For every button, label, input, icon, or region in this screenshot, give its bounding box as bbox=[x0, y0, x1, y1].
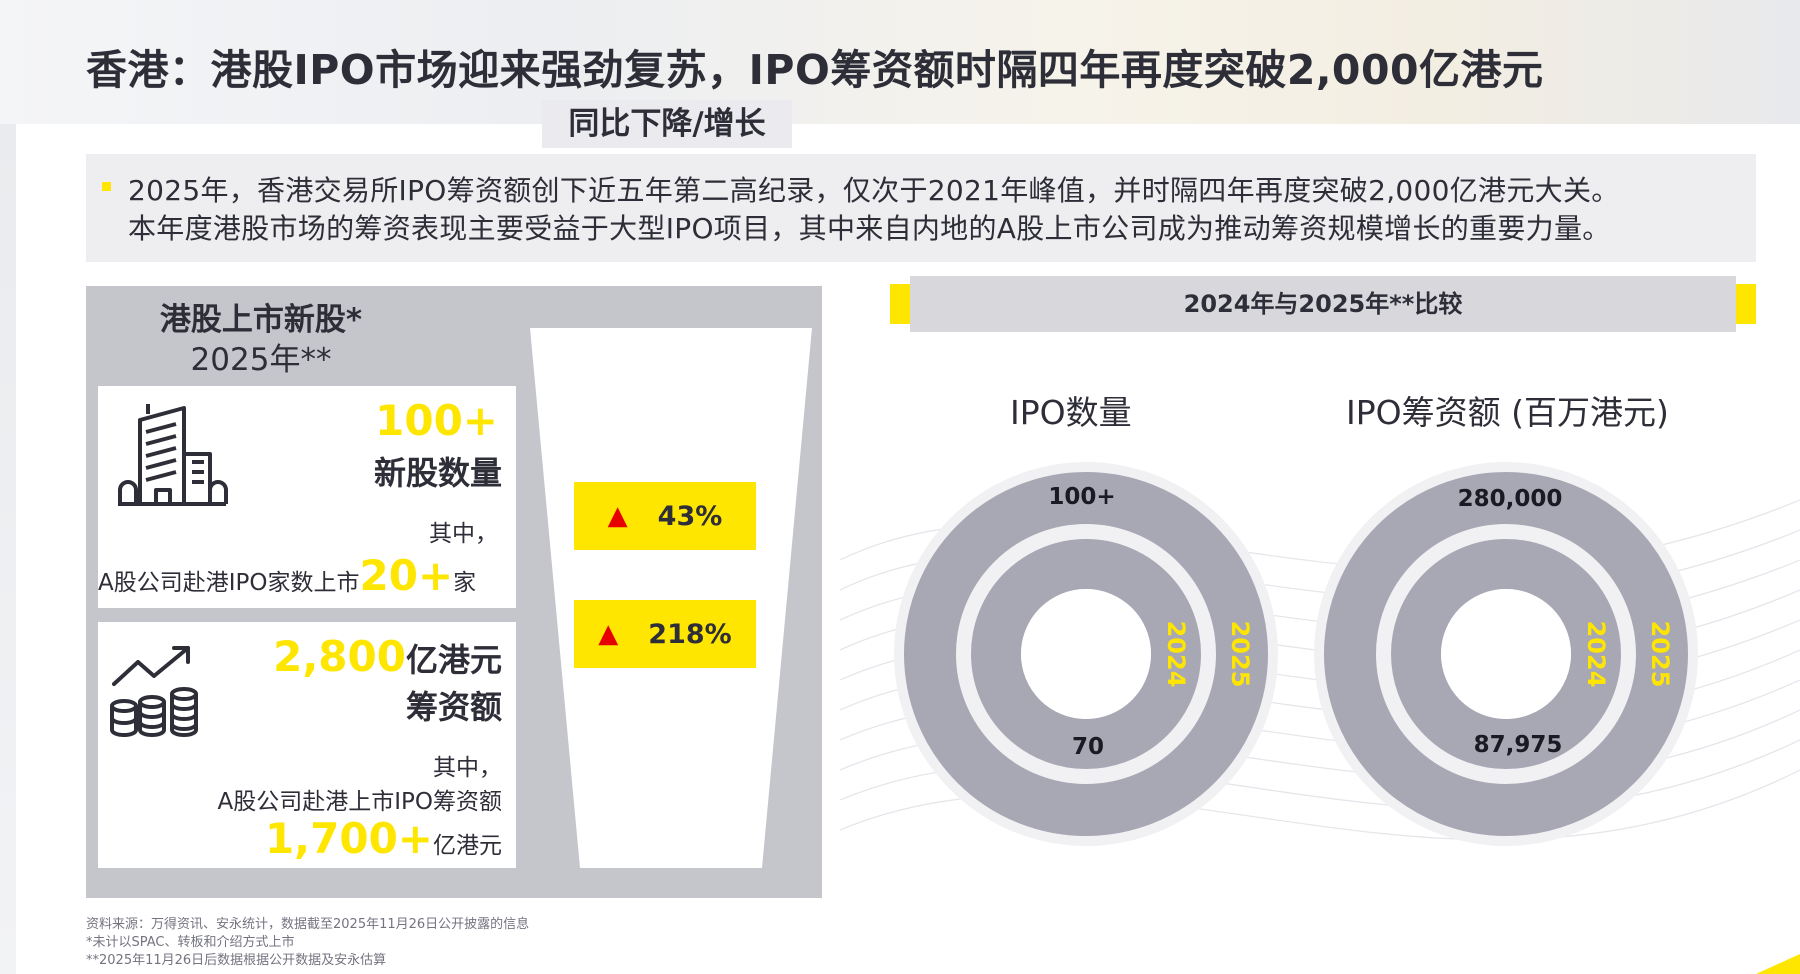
a-share-funds-unit: 亿港元 bbox=[433, 833, 502, 859]
ipo-count-2024-value: 70 bbox=[1072, 734, 1104, 760]
left-decor-strip bbox=[0, 124, 16, 974]
new-listings-value: 100+ bbox=[375, 396, 498, 445]
summary-box: 2025年，香港交易所IPO筹资额创下近五年第二高纪录，仅次于2021年峰值，并… bbox=[86, 154, 1756, 262]
bullet-marker bbox=[102, 182, 111, 191]
a-share-funds-text: A股公司赴港上市IPO筹资额 bbox=[217, 789, 503, 815]
header-accent-left bbox=[890, 284, 910, 324]
ipo-funds-2024-year: 2024 bbox=[1582, 621, 1610, 688]
footnotes: 资料来源：万得资讯、安永统计，数据截至2025年11月26日公开披露的信息 *未… bbox=[86, 916, 529, 970]
summary-line-1: 2025年，香港交易所IPO筹资额创下近五年第二高纪录，仅次于2021年峰值，并… bbox=[128, 174, 1620, 207]
ipo-count-2024-year: 2024 bbox=[1162, 621, 1190, 688]
ring-2024 bbox=[1391, 539, 1621, 769]
footnote-2: **2025年11月26日后数据根据公开数据及安永估算 bbox=[86, 953, 387, 968]
a-share-listings-line: A股公司赴港IPO家数上市20+家 bbox=[98, 551, 516, 600]
triangle-up-icon: ▲ bbox=[598, 619, 619, 649]
funds-raised-label: 筹资额 bbox=[405, 688, 502, 726]
of-which-label: 其中， bbox=[433, 755, 502, 781]
ipo-funds-2024-value: 87,975 bbox=[1474, 732, 1563, 758]
yoy-count-change: ▲ 43% bbox=[574, 482, 756, 550]
funds-raised-card: 2,800亿港元 筹资额 其中， A股公司赴港上市IPO筹资额 1,700+亿港… bbox=[98, 622, 516, 868]
triangle-up-icon: ▲ bbox=[607, 501, 628, 531]
funds-raised-unit: 亿港元 bbox=[405, 641, 502, 679]
header-accent-right bbox=[1736, 284, 1756, 324]
ipo-funds-2025-value: 280,000 bbox=[1458, 486, 1563, 512]
ring-2025 bbox=[904, 472, 1268, 836]
ipo-funds-2025-year: 2025 bbox=[1646, 621, 1674, 688]
footnote-1: *未计以SPAC、转板和介绍方式上市 bbox=[86, 935, 295, 950]
header-background bbox=[0, 0, 1800, 124]
yoy-funds-value: 218% bbox=[648, 618, 732, 650]
a-share-funds-line: 1,700+亿港元 bbox=[265, 814, 502, 863]
a-share-listings-text: A股公司赴港IPO家数上市 bbox=[98, 570, 360, 596]
a-share-listings-unit: 家 bbox=[453, 570, 477, 596]
ipo-funds-title: IPO筹资额 (百万港元) bbox=[1346, 393, 1669, 432]
new-listings-label: 新股数量 bbox=[373, 454, 502, 492]
ipo-count-2025-value: 100+ bbox=[1048, 484, 1115, 510]
yoy-count-value: 43% bbox=[657, 500, 723, 532]
ipo-funds-donut: 280,000 87,975 2025 2024 bbox=[1314, 462, 1698, 846]
panel-subtitle: 2025年** bbox=[190, 342, 332, 378]
source-note: 资料来源：万得资讯、安永统计，数据截至2025年11月26日公开披露的信息 bbox=[86, 917, 530, 932]
funds-raised-value: 2,800 bbox=[273, 632, 406, 681]
ipo-count-title: IPO数量 bbox=[1010, 393, 1132, 432]
new-listings-count-card: 100+ 新股数量 其中， A股公司赴港IPO家数上市20+家 bbox=[98, 386, 516, 608]
funds-raised-line: 2,800亿港元 bbox=[273, 632, 502, 681]
new-listings-panel: 港股上市新股* 2025年** 100+ 新股数量 其中， A股公司赴港IPO家… bbox=[86, 286, 822, 898]
funnel-shape bbox=[530, 328, 812, 868]
donut-center bbox=[1021, 589, 1151, 719]
ring-2024 bbox=[971, 539, 1201, 769]
ipo-count-2025-year: 2025 bbox=[1226, 621, 1254, 688]
a-share-funds-value: 1,700+ bbox=[264, 814, 433, 863]
summary-line-2: 本年度港股市场的筹资表现主要受益于大型IPO项目，其中来自内地的A股上市公司成为… bbox=[128, 212, 1611, 245]
page-title: 香港：港股IPO市场迎来强劲复苏，IPO筹资额时隔四年再度突破2,000亿港元 bbox=[86, 46, 1544, 94]
growth-coins-icon bbox=[110, 646, 198, 737]
corner-accent bbox=[1756, 954, 1800, 974]
of-which-label: 其中， bbox=[429, 521, 498, 547]
yoy-funds-change: ▲ 218% bbox=[574, 600, 756, 668]
ring-2025 bbox=[1324, 472, 1688, 836]
donut-center bbox=[1441, 589, 1571, 719]
building-icon bbox=[118, 404, 228, 506]
a-share-listings-value: 20+ bbox=[359, 551, 454, 600]
yoy-title: 同比下降/增长 bbox=[542, 100, 792, 148]
comparison-header: 2024年与2025年**比较 bbox=[890, 276, 1756, 332]
ipo-count-donut: 100+ 70 2025 2024 bbox=[894, 462, 1278, 846]
panel-title: 港股上市新股* bbox=[159, 302, 363, 338]
comparison-header-label: 2024年与2025年**比较 bbox=[910, 276, 1736, 332]
